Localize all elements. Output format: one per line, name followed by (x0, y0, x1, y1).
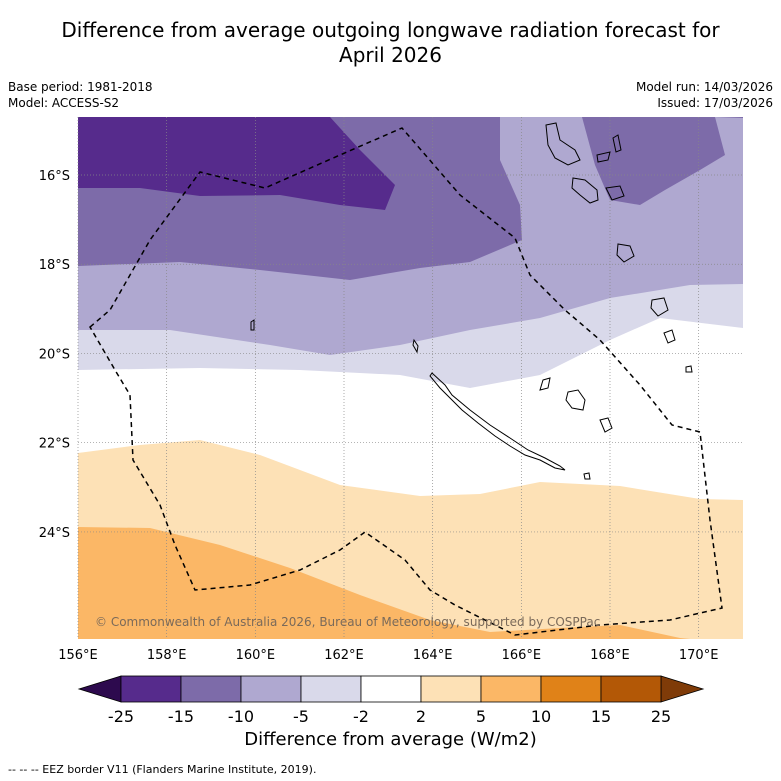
eez-border (89, 127, 723, 636)
colorbar-segment (120, 675, 182, 703)
colorbar-segment (360, 675, 422, 703)
lat-tick-label: 20°S (39, 347, 70, 362)
lon-tick-label: 160°E (236, 648, 276, 663)
eez-legend-note: -- -- -- EEZ border V11 (Flanders Marine… (8, 763, 317, 776)
model-name: Model: ACCESS-S2 (8, 96, 120, 110)
vanuatu-maewo (612, 134, 622, 153)
vanuatu-pentecost (596, 151, 611, 163)
band-minus-15-to-minus-10-east (582, 117, 743, 205)
colorbar-extend-high (660, 675, 705, 703)
colorbar-tick-label: 15 (591, 707, 611, 726)
base-period: Base period: 1981-2018 (8, 80, 153, 94)
title-line-2: April 2026 (339, 43, 442, 67)
colorbar-tick-label: -2 (353, 707, 369, 726)
colorbar-tick-label: 2 (416, 707, 426, 726)
band-minus-25-to-minus-15 (78, 117, 395, 210)
anomaly-field (78, 117, 743, 639)
chesterfield-islet (250, 319, 255, 331)
issued-date: Issued: 17/03/2026 (657, 96, 773, 110)
colorbar-segment (480, 675, 542, 703)
colorbar-tick-label: -10 (228, 707, 254, 726)
vanuatu-aneityum (685, 365, 693, 373)
vanuatu-ambrym (605, 185, 625, 201)
vanuatu-tanna (663, 329, 676, 344)
longitude-labels: 156°E 158°E 160°E 162°E 164°E 166°E 168°E 170°E (58, 648, 718, 663)
lon-tick-label: 164°E (413, 648, 453, 663)
colorbar-tick-label: -25 (108, 707, 134, 726)
lon-tick-label: 166°E (502, 648, 542, 663)
band-5-to-10 (78, 527, 690, 639)
colorbar-segment (540, 675, 602, 703)
meta-left: Base period: 1981-2018 Model: ACCESS-S2 (8, 79, 153, 111)
map-title: Difference from average outgoing longwav… (0, 18, 781, 68)
colorbar-tick-label: 25 (651, 707, 671, 726)
colorbar-segment (300, 675, 362, 703)
colorbar-segment (240, 675, 302, 703)
colorbar-title: Difference from average (W/m2) (244, 729, 537, 750)
isle-of-pines (583, 472, 591, 480)
lat-tick-label: 16°S (39, 169, 70, 184)
colorbar: -25 -15 -10 -5 -2 2 5 10 15 25 (77, 675, 705, 726)
gridlines (77, 117, 743, 639)
lon-tick-label: 170°E (679, 648, 719, 663)
new-caledonia-island (429, 372, 566, 471)
title-line-1: Difference from average outgoing longwav… (61, 18, 720, 42)
loyalty-island-1 (539, 377, 551, 391)
belep-island (412, 338, 419, 354)
loyalty-island-3 (599, 417, 613, 433)
colorbar-segment (180, 675, 242, 703)
colorbar-tick-label: -5 (293, 707, 309, 726)
meta-right: Model run: 14/03/2026 Issued: 17/03/2026 (636, 79, 773, 111)
vanuatu-erromango (650, 297, 669, 317)
latitude-labels: 16°S 18°S 20°S 22°S 24°S (39, 169, 70, 541)
vanuatu-santo (545, 122, 581, 166)
model-run: Model run: 14/03/2026 (635, 80, 773, 94)
colorbar-tick-label: 10 (531, 707, 551, 726)
vanuatu-efate (616, 243, 635, 263)
colorbar-segment (600, 675, 662, 703)
loyalty-island-2 (565, 389, 586, 411)
colorbar-extend-low (77, 675, 122, 703)
vanuatu-malekula (571, 177, 599, 204)
lat-tick-label: 18°S (39, 258, 70, 273)
colorbar-tick-label: 5 (476, 707, 486, 726)
copyright-text: © Commonwealth of Australia 2026, Bureau… (95, 615, 600, 629)
lat-tick-label: 22°S (39, 437, 70, 452)
lon-tick-label: 162°E (324, 648, 364, 663)
lon-tick-label: 158°E (147, 648, 187, 663)
colorbar-segment (420, 675, 482, 703)
colorbar-tick-label: -15 (168, 707, 194, 726)
lon-tick-label: 168°E (590, 648, 630, 663)
lon-tick-label: 156°E (58, 648, 98, 663)
coastlines (250, 122, 693, 480)
lat-tick-label: 24°S (39, 526, 70, 541)
